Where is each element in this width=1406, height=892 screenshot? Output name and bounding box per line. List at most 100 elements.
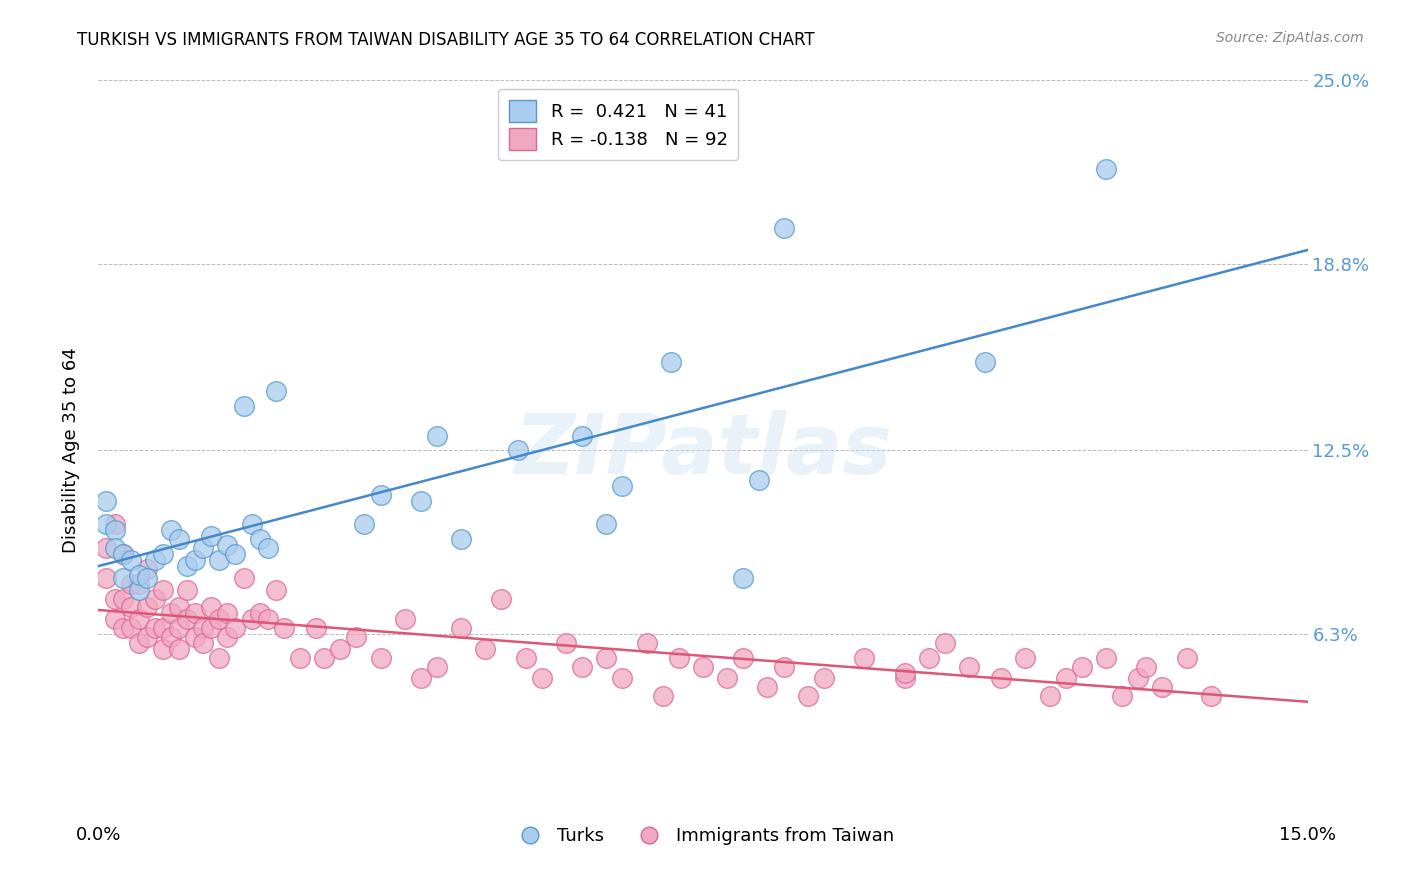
Point [450, 533, 472, 547]
Text: Source: ZipAtlas.com: Source: ZipAtlas.com [1216, 31, 1364, 45]
Point [668, 650, 690, 665]
Point [1175, 650, 1198, 665]
Point [1014, 650, 1036, 665]
Point [1095, 162, 1118, 177]
Point [409, 672, 432, 686]
Point [506, 443, 529, 458]
Point [813, 672, 835, 686]
Point [329, 641, 352, 656]
Point [208, 650, 231, 665]
Point [160, 607, 183, 621]
Point [167, 621, 190, 635]
Point [491, 591, 513, 606]
Point [264, 384, 287, 399]
Point [167, 600, 190, 615]
Point [314, 650, 336, 665]
Point [344, 630, 367, 644]
Point [128, 636, 150, 650]
Point [394, 612, 416, 626]
Point [1199, 690, 1222, 704]
Point [217, 630, 239, 644]
Point [111, 547, 134, 561]
Point [160, 524, 183, 538]
Point [370, 488, 392, 502]
Point [1128, 672, 1150, 686]
Point [1111, 690, 1133, 704]
Point [128, 567, 150, 582]
Text: ZIPatlas: ZIPatlas [515, 410, 891, 491]
Point [208, 553, 231, 567]
Point [595, 650, 617, 665]
Point [103, 517, 125, 532]
Point [1152, 681, 1174, 695]
Point [256, 612, 278, 626]
Point [184, 630, 207, 644]
Point [208, 612, 231, 626]
Point [957, 659, 980, 673]
Point [612, 479, 634, 493]
Point [224, 547, 246, 561]
Point [756, 681, 779, 695]
Point [893, 665, 915, 680]
Point [530, 672, 553, 686]
Point [224, 621, 246, 635]
Point [143, 591, 166, 606]
Point [111, 591, 134, 606]
Point [135, 630, 157, 644]
Point [571, 659, 593, 673]
Point [135, 571, 157, 585]
Y-axis label: Disability Age 35 to 64: Disability Age 35 to 64 [62, 348, 80, 553]
Point [167, 641, 190, 656]
Point [256, 541, 278, 556]
Point [426, 428, 449, 442]
Point [143, 553, 166, 567]
Point [370, 650, 392, 665]
Point [1135, 659, 1157, 673]
Point [167, 533, 190, 547]
Point [184, 607, 207, 621]
Point [733, 571, 755, 585]
Point [240, 612, 263, 626]
Point [990, 672, 1012, 686]
Point [128, 612, 150, 626]
Point [152, 641, 174, 656]
Point [273, 621, 295, 635]
Point [1070, 659, 1092, 673]
Point [103, 524, 125, 538]
Point [96, 517, 118, 532]
Point [200, 621, 222, 635]
Point [176, 558, 198, 573]
Point [120, 553, 142, 567]
Point [160, 630, 183, 644]
Point [103, 612, 125, 626]
Point [716, 672, 738, 686]
Point [152, 547, 174, 561]
Point [772, 659, 794, 673]
Point [96, 493, 118, 508]
Point [651, 690, 673, 704]
Legend: Turks, Immigrants from Taiwan: Turks, Immigrants from Taiwan [505, 820, 901, 853]
Point [240, 517, 263, 532]
Point [893, 672, 915, 686]
Point [612, 672, 634, 686]
Point [128, 582, 150, 597]
Point [474, 641, 496, 656]
Point [1039, 690, 1062, 704]
Point [96, 541, 118, 556]
Point [249, 533, 271, 547]
Point [120, 621, 142, 635]
Point [974, 354, 997, 368]
Point [934, 636, 956, 650]
Point [305, 621, 328, 635]
Point [426, 659, 449, 673]
Point [748, 473, 770, 487]
Point [515, 650, 537, 665]
Point [555, 636, 578, 650]
Point [288, 650, 311, 665]
Point [135, 562, 157, 576]
Point [111, 621, 134, 635]
Point [176, 582, 198, 597]
Point [176, 612, 198, 626]
Point [128, 576, 150, 591]
Point [184, 553, 207, 567]
